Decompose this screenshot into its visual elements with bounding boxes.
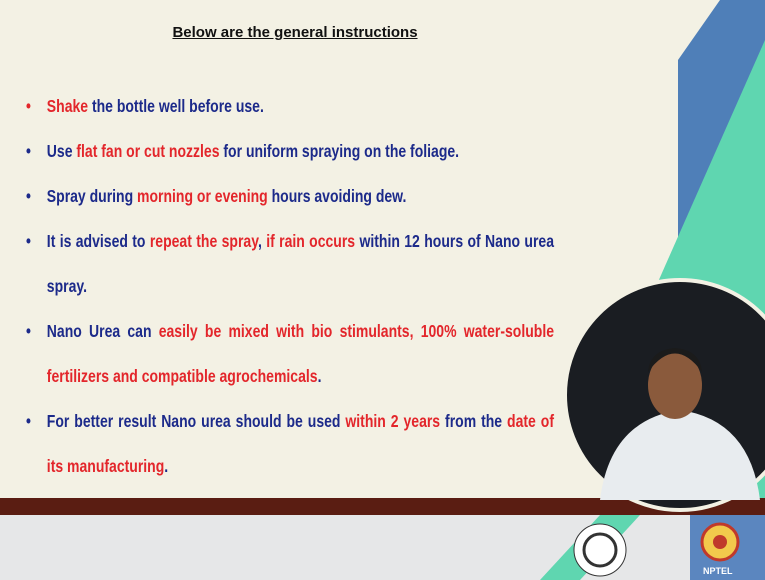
instruction-text: It is advised to [47, 231, 150, 251]
highlighted-text: morning or evening [137, 186, 268, 206]
highlighted-text: repeat the spray [150, 231, 258, 251]
instruction-text: Use [47, 141, 77, 161]
highlighted-text: if rain occurs [266, 231, 355, 251]
instruction-text: Spray during [47, 186, 137, 206]
nptel-logo-inner [713, 535, 727, 549]
instruction-text: . [318, 366, 322, 386]
highlighted-text: flat fan or cut nozzles [76, 141, 219, 161]
instruction-text: For better result Nano urea should be us… [47, 411, 346, 431]
instruction-item: Nano Urea can easily be mixed with bio s… [26, 309, 554, 399]
iit-logo [574, 524, 626, 576]
instruction-text: from the [440, 411, 507, 431]
instruction-text: , [258, 231, 266, 251]
instruction-item: It is advised to repeat the spray, if ra… [26, 219, 554, 309]
instruction-text: Nano Urea can [47, 321, 159, 341]
slide-page: Below are the general instructions Shake… [0, 0, 765, 580]
instruction-list: Shake the bottle well before use.Use fla… [26, 84, 554, 489]
instruction-text: the bottle well before use. [88, 96, 264, 116]
instruction-item: Use flat fan or cut nozzles for uniform … [26, 129, 554, 174]
instruction-text: for uniform spraying on the foliage. [220, 141, 460, 161]
instruction-item: Shake the bottle well before use. [26, 84, 554, 129]
highlighted-text: within 2 years [345, 411, 440, 431]
logo-label: NPTEL [703, 566, 733, 576]
instruction-item: For better result Nano urea should be us… [26, 399, 554, 489]
instruction-item: Spray during morning or evening hours av… [26, 174, 554, 219]
slide-title: Below are the general instructions [0, 24, 590, 41]
footer-band [0, 515, 765, 580]
instruction-text: . [164, 456, 168, 476]
instruction-text: hours avoiding dew. [268, 186, 407, 206]
highlighted-text: Shake [47, 96, 88, 116]
